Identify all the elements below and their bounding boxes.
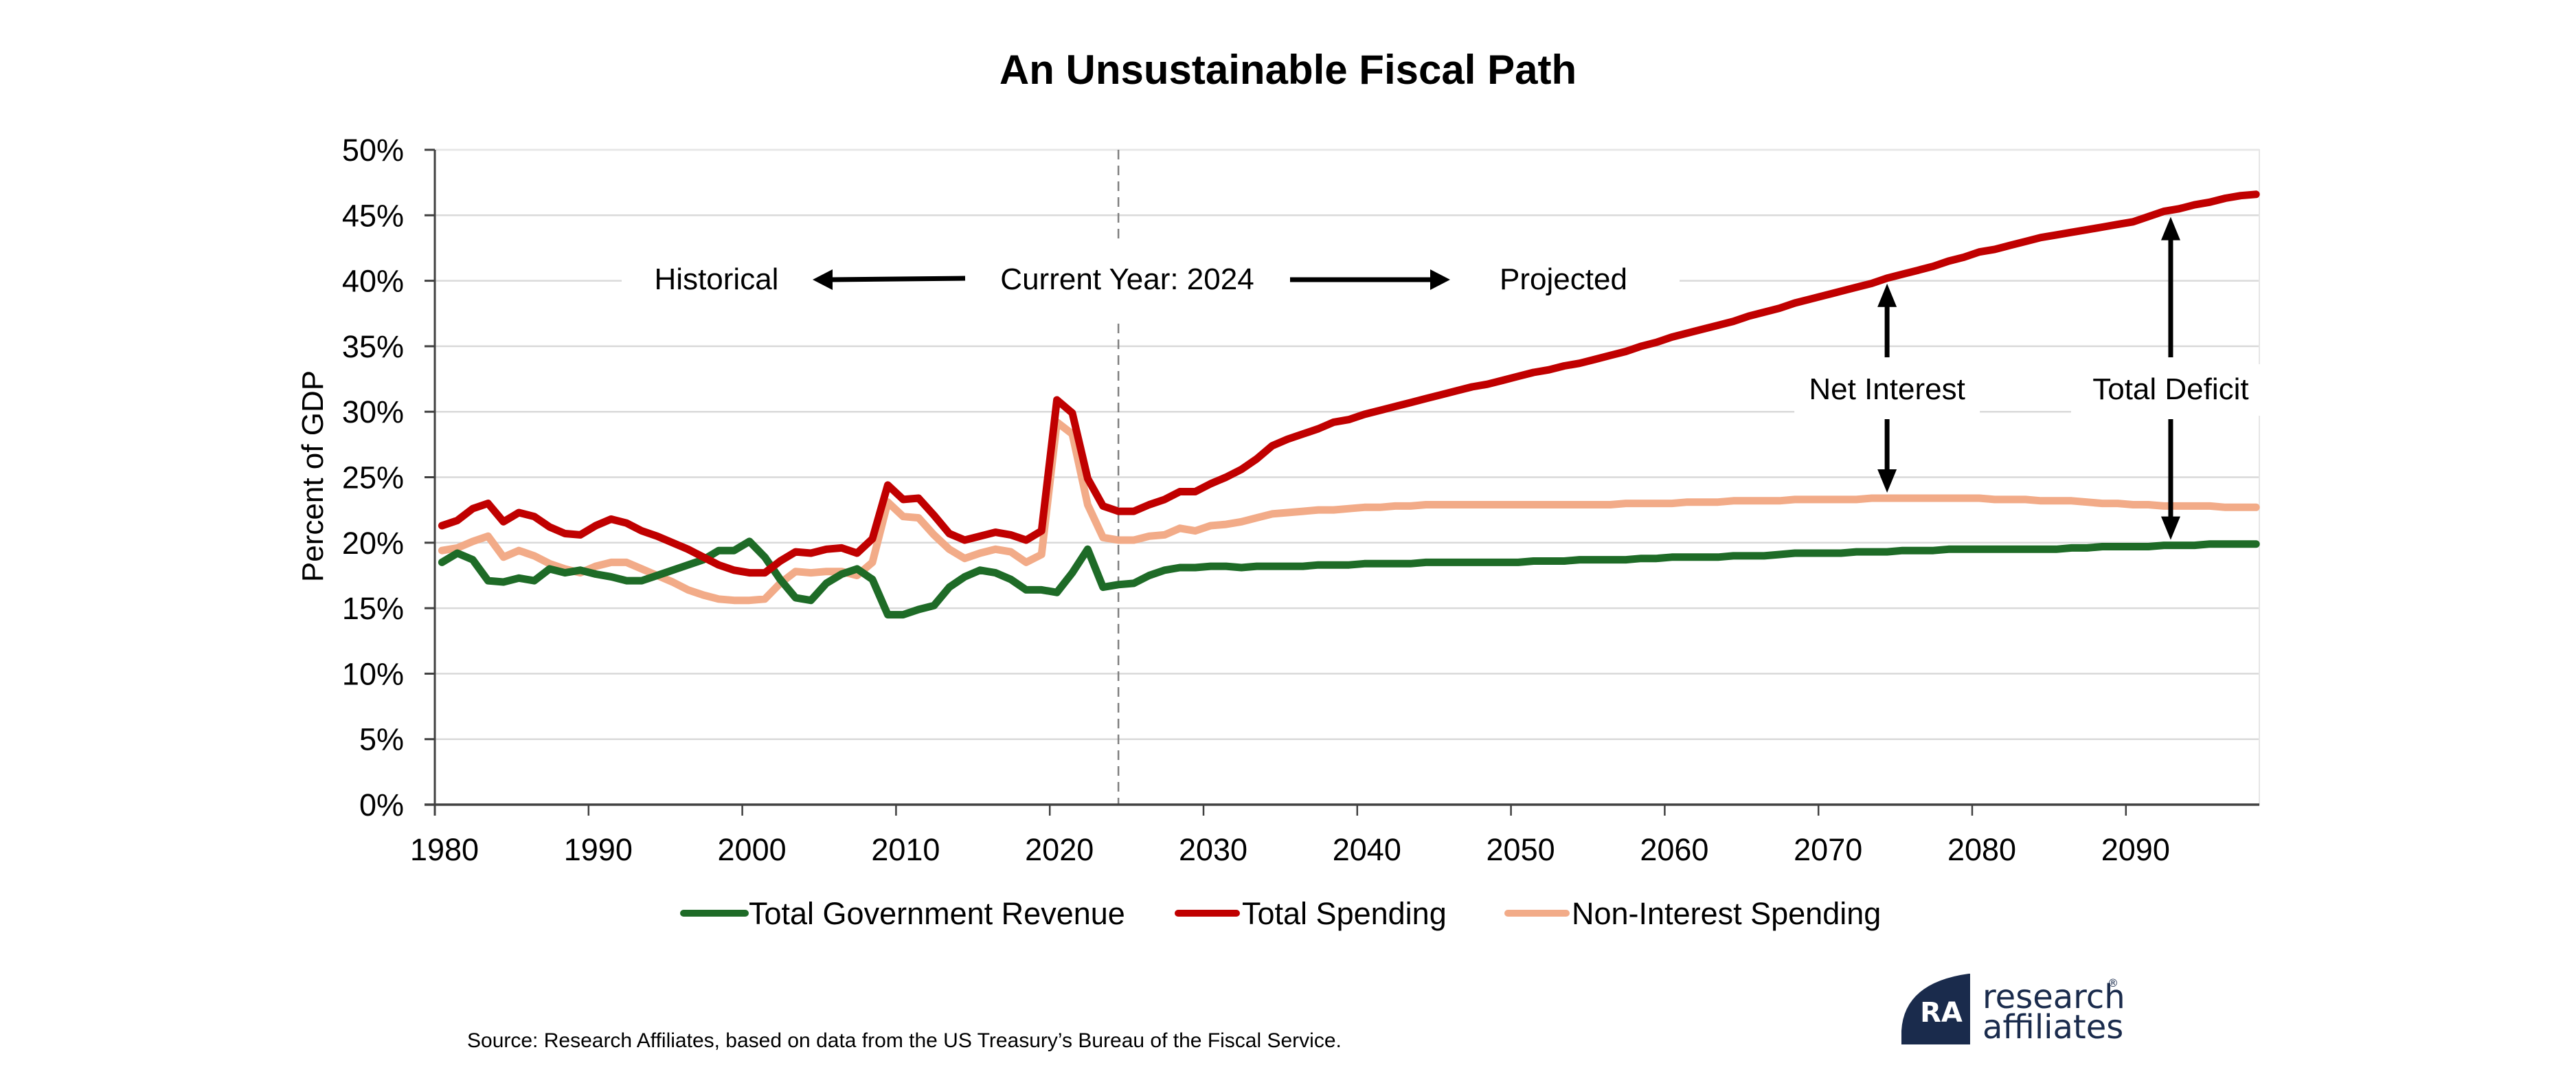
y-tick-label: 40% <box>342 264 404 299</box>
x-tick-labels: 1980 1990 2000 2010 2020 2030 2040 2050 2060 2070… <box>410 832 2170 867</box>
deficit-brackets: Net Interest Total Deficit <box>1809 216 2249 540</box>
x-tick-label: 2080 <box>1947 832 2016 867</box>
divider-gap <box>1114 240 1123 320</box>
chart-title: An Unsustainable Fiscal Path <box>999 47 1577 93</box>
y-tick-label: 0% <box>359 787 404 823</box>
y-tick-label: 15% <box>342 591 404 626</box>
timeline-label-background <box>622 247 1680 313</box>
y-tick-label: 20% <box>342 526 404 561</box>
arrow-left-icon <box>813 269 966 290</box>
historical-label: Historical <box>655 262 779 296</box>
legend-label-spending: Total Spending <box>1242 896 1447 931</box>
y-tick-label: 45% <box>342 198 404 233</box>
x-tick-label: 2050 <box>1487 832 1555 867</box>
logo-registered-mark: ® <box>2108 976 2119 989</box>
current-year-label: Current Year: 2024 <box>1000 262 1254 296</box>
series-line-total-spending <box>438 190 2260 577</box>
y-tick-label: 10% <box>342 656 404 691</box>
x-tick-label: 2020 <box>1025 832 1094 867</box>
annotation-backgrounds <box>622 247 2270 416</box>
series-lines <box>438 190 2260 619</box>
y-tick-label: 30% <box>342 394 404 429</box>
y-tick-label: 25% <box>342 460 404 495</box>
legend-item-spending: Total Spending <box>1175 896 1447 931</box>
net-interest-annotation-label: Net Interest <box>1809 372 1965 406</box>
total-deficit-annotation: Total Deficit <box>2092 216 2249 540</box>
y-tick-labels: 0% 5% 10% 15% 20% 25% 30% 35% 40% 45% 50% <box>342 133 404 823</box>
net-interest-label-background <box>1794 364 1980 416</box>
total-deficit-label-background <box>2070 364 2270 416</box>
projected-label: Projected <box>1500 262 1627 296</box>
x-tick-label: 2030 <box>1179 832 1247 867</box>
series-line-non-interest-spending <box>438 418 2260 605</box>
x-tick-label: 2060 <box>1640 832 1708 867</box>
total-deficit-annotation-label: Total Deficit <box>2092 372 2248 406</box>
x-tick-label: 2090 <box>2101 832 2170 867</box>
y-tick-label: 5% <box>359 722 404 757</box>
logo-mark-shape <box>1901 974 1970 1044</box>
timeline-annotation: Historical Current Year: 2024 Projected <box>655 262 1627 296</box>
net-interest-annotation: Net Interest <box>1809 283 1965 493</box>
arrow-up-head <box>2160 216 2180 240</box>
logo-mark-glyph: RA <box>1920 997 1963 1029</box>
arrow-right-icon <box>1290 269 1450 290</box>
series-line-total-government-revenue <box>438 537 2260 619</box>
logo-text-affiliates: affiliates <box>1982 1008 2123 1047</box>
source-note: Source: Research Affiliates, based on da… <box>467 1029 1342 1052</box>
arrow-up-head <box>1877 283 1897 307</box>
legend-label-revenue: Total Government Revenue <box>749 896 1125 931</box>
x-tick-label: 2040 <box>1333 832 1401 867</box>
x-tick-label: 2000 <box>718 832 787 867</box>
research-affiliates-logo: RA research affiliates ® <box>1901 974 2125 1047</box>
x-tick-label: 1980 <box>410 832 479 867</box>
arrow-down-head <box>2160 516 2180 540</box>
legend-label-non-interest: Non-Interest Spending <box>1572 896 1881 931</box>
x-tick-label: 2010 <box>871 832 940 867</box>
arrow-down-head <box>1877 469 1897 493</box>
logo-text-research: research <box>1982 978 2125 1016</box>
legend: Total Government Revenue Total Spending … <box>680 896 1881 931</box>
legend-item-revenue: Total Government Revenue <box>680 896 1125 931</box>
y-axis-title: Percent of GDP <box>296 370 330 582</box>
legend-item-non-interest: Non-Interest Spending <box>1504 896 1881 931</box>
axes <box>425 148 2259 816</box>
x-tick-label: 2070 <box>1794 832 1862 867</box>
y-tick-label: 35% <box>342 329 404 364</box>
x-tick-label: 1990 <box>564 832 633 867</box>
y-tick-label: 50% <box>342 133 404 168</box>
